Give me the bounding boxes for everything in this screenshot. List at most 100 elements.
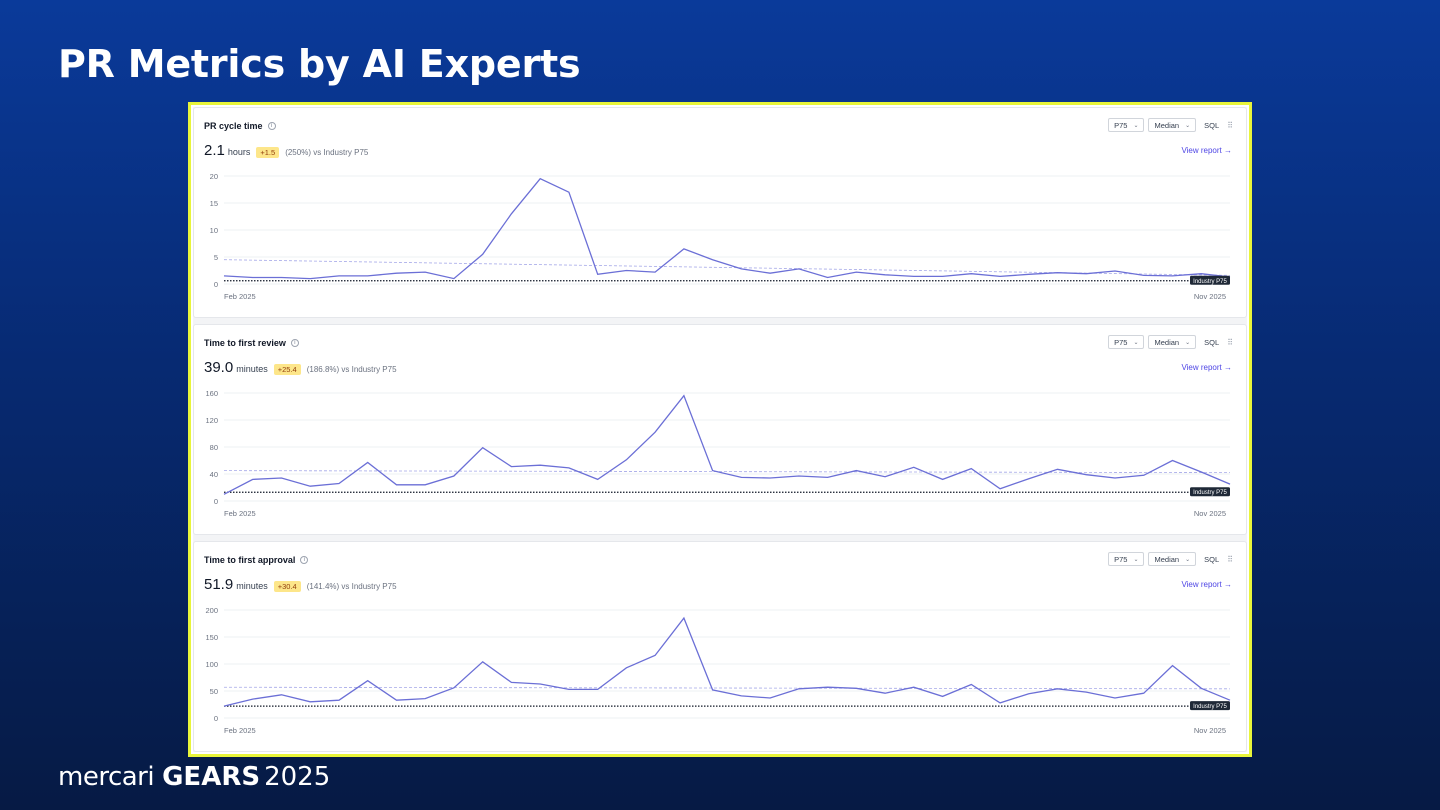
delta-badge: +30.4 xyxy=(273,581,301,592)
metric-value: 2.1 xyxy=(204,142,225,159)
percentile-select-value: P75 xyxy=(1114,337,1128,347)
dashboard-screenshot-frame: PR cycle time i P75 ⌄ Median ⌄ SQL ⠿ 2.1… xyxy=(188,102,1252,757)
sql-button[interactable]: SQL xyxy=(1204,554,1220,564)
mercari-gears-logo: mercari GEARS 2025 xyxy=(58,762,330,792)
chevron-down-icon: ⌄ xyxy=(1185,556,1191,563)
y-tick-label: 10 xyxy=(210,226,218,235)
industry-p75-tag-bg xyxy=(1190,701,1230,711)
median-trend-line xyxy=(223,686,1231,690)
drag-handle-icon[interactable]: ⠿ xyxy=(1227,554,1233,564)
series-line xyxy=(223,616,1231,707)
y-tick-label: 5 xyxy=(214,253,218,262)
slide-title: PR Metrics by AI Experts xyxy=(58,42,581,86)
percentile-select[interactable]: P75 ⌄ xyxy=(1108,335,1145,349)
panel-controls: P75 ⌄ Median ⌄ SQL ⠿ xyxy=(1108,335,1233,349)
industry-p75-tag: Industry P75 xyxy=(1190,275,1230,285)
metric-panel: Time to first review i P75 ⌄ Median ⌄ SQ… xyxy=(193,324,1247,535)
x-axis-end-label: Nov 2025 xyxy=(1193,509,1226,518)
delta-badge: +1.5 xyxy=(256,147,280,158)
metric-unit: minutes xyxy=(236,364,268,374)
panel-title-text: Time to first approval xyxy=(204,555,296,565)
delta-badge: +25.4 xyxy=(273,364,301,375)
stat-select[interactable]: Median ⌄ xyxy=(1148,118,1197,132)
x-axis-end-label: Nov 2025 xyxy=(1193,726,1226,735)
panel-title: PR cycle time i xyxy=(204,121,276,131)
sql-button[interactable]: SQL xyxy=(1204,120,1220,130)
y-tick-label: 100 xyxy=(205,660,218,669)
stat-select[interactable]: Median ⌄ xyxy=(1148,335,1197,349)
stat-select[interactable]: Median ⌄ xyxy=(1148,552,1197,566)
series-line xyxy=(223,394,1231,495)
sql-button[interactable]: SQL xyxy=(1204,337,1220,347)
y-tick-label: 50 xyxy=(210,687,218,696)
y-tick-label: 150 xyxy=(205,633,218,642)
x-axis-start-label: Feb 2025 xyxy=(224,726,256,735)
series-line xyxy=(223,177,1231,280)
footer-event: GEARS xyxy=(162,762,261,792)
y-tick-label: 160 xyxy=(205,389,218,398)
stat-select-value: Median xyxy=(1154,554,1180,564)
x-axis-start-label: Feb 2025 xyxy=(224,509,256,518)
industry-p75-tag-bg xyxy=(1190,275,1230,285)
line-chart: 0 50 100 150 200 Industry P75 xyxy=(205,606,1231,723)
chevron-down-icon: ⌄ xyxy=(1185,122,1191,129)
comparison-text: (250%) vs Industry P75 xyxy=(285,148,369,157)
percentile-select[interactable]: P75 ⌄ xyxy=(1108,118,1145,132)
line-chart: 0 5 10 15 20 Industry P75 xyxy=(210,172,1231,289)
footer-year: 2025 xyxy=(264,762,331,792)
chevron-down-icon: ⌄ xyxy=(1185,339,1191,346)
industry-p75-tag-bg xyxy=(1190,487,1230,497)
info-icon[interactable]: i xyxy=(300,556,309,564)
panel-title: Time to first approval i xyxy=(204,555,309,565)
panel-title-text: Time to first review xyxy=(204,338,286,348)
view-report-link[interactable]: View report → xyxy=(1181,146,1232,155)
footer-brand: mercari xyxy=(58,762,155,792)
metric-unit: hours xyxy=(227,147,251,157)
y-tick-label: 0 xyxy=(214,280,218,289)
info-icon[interactable]: i xyxy=(290,339,299,347)
x-axis-start-label: Feb 2025 xyxy=(224,292,256,301)
y-tick-label: 0 xyxy=(214,714,218,723)
view-report-link[interactable]: View report → xyxy=(1181,580,1232,589)
drag-handle-icon[interactable]: ⠿ xyxy=(1227,120,1233,130)
y-tick-label: 40 xyxy=(210,470,218,479)
industry-p75-label: Industry P75 xyxy=(1193,490,1227,496)
percentile-select[interactable]: P75 ⌄ xyxy=(1108,552,1145,566)
industry-p75-tag: Industry P75 xyxy=(1190,701,1230,711)
panel-controls: P75 ⌄ Median ⌄ SQL ⠿ xyxy=(1108,552,1233,566)
metric-summary: 51.9 minutes +30.4 (141.4%) vs Industry … xyxy=(204,576,397,593)
metric-value: 51.9 xyxy=(204,576,234,593)
metric-summary: 2.1 hours +1.5 (250%) vs Industry P75 xyxy=(204,142,368,159)
y-tick-label: 0 xyxy=(214,497,218,506)
metric-value: 39.0 xyxy=(204,359,234,376)
line-chart: 0 40 80 120 160 Industry P75 xyxy=(205,389,1231,506)
info-icon[interactable]: i xyxy=(267,122,276,130)
panel-title-text: PR cycle time xyxy=(204,121,263,131)
stat-select-value: Median xyxy=(1154,337,1180,347)
y-tick-label: 200 xyxy=(205,606,218,615)
y-tick-label: 80 xyxy=(210,443,218,452)
median-trend-line xyxy=(223,259,1231,276)
y-tick-label: 120 xyxy=(205,416,218,425)
view-report-link[interactable]: View report → xyxy=(1181,363,1232,372)
metric-unit: minutes xyxy=(236,581,268,591)
x-axis-end-label: Nov 2025 xyxy=(1193,292,1226,301)
industry-p75-label: Industry P75 xyxy=(1193,279,1227,285)
stat-select-value: Median xyxy=(1154,120,1180,130)
chevron-down-icon: ⌄ xyxy=(1133,556,1139,563)
industry-p75-label: Industry P75 xyxy=(1193,704,1227,710)
metrics-panels: PR cycle time i P75 ⌄ Median ⌄ SQL ⠿ 2.1… xyxy=(193,107,1247,752)
y-tick-label: 15 xyxy=(210,199,218,208)
chevron-down-icon: ⌄ xyxy=(1133,122,1139,129)
median-trend-line xyxy=(223,470,1231,474)
comparison-text: (141.4%) vs Industry P75 xyxy=(306,582,397,591)
comparison-text: (186.8%) vs Industry P75 xyxy=(306,365,397,374)
drag-handle-icon[interactable]: ⠿ xyxy=(1227,337,1233,347)
panel-title: Time to first review i xyxy=(204,338,299,348)
industry-p75-tag: Industry P75 xyxy=(1190,487,1230,497)
metric-panel: Time to first approval i P75 ⌄ Median ⌄ … xyxy=(193,541,1247,752)
metric-summary: 39.0 minutes +25.4 (186.8%) vs Industry … xyxy=(204,359,397,376)
y-tick-label: 20 xyxy=(210,172,218,181)
percentile-select-value: P75 xyxy=(1114,554,1128,564)
metric-panel: PR cycle time i P75 ⌄ Median ⌄ SQL ⠿ 2.1… xyxy=(193,107,1247,318)
